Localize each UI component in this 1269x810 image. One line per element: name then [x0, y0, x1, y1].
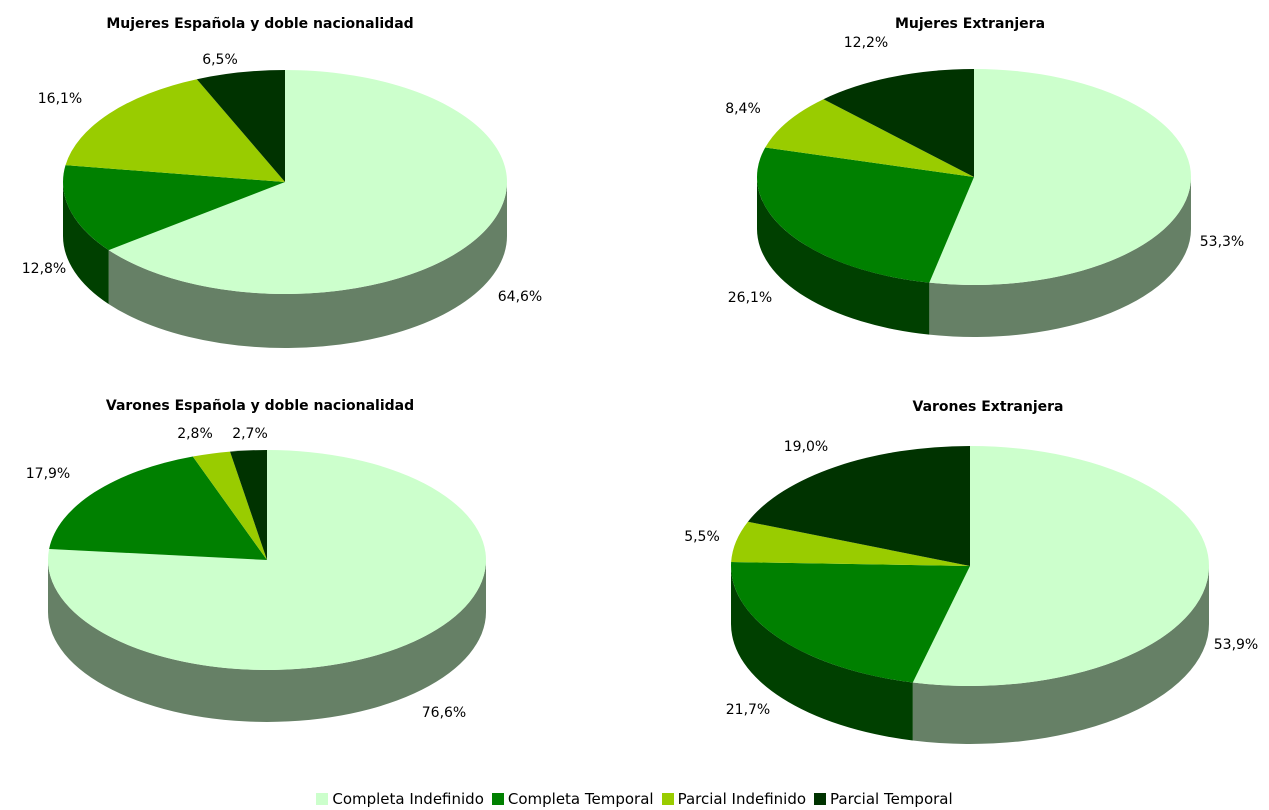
data-label-parcial-temporal: 19,0% — [784, 439, 828, 455]
data-label-parcial-temporal: 12,2% — [844, 35, 888, 51]
pie-slice-completa-temporal — [62, 165, 285, 251]
data-label-parcial-temporal: 2,7% — [232, 426, 268, 442]
legend-label-completa-indefinido: Completa Indefinido — [332, 790, 484, 808]
pie-chart-1: Mujeres Española y doble nacionalidad 64,… — [22, 16, 542, 349]
legend: Completa Indefinido Completa Temporal Pa… — [0, 790, 1269, 808]
pie-side-completa-indefinido — [929, 177, 1191, 337]
pie-slice-parcial-temporal — [230, 450, 267, 560]
data-label-completa-temporal: 26,1% — [728, 290, 772, 306]
pie-chart-2: Mujeres Extranjera 53,3% 26,1% 8,4% 12,2% — [725, 16, 1244, 337]
pie-side-completa-indefinido — [912, 566, 1209, 744]
data-label-completa-indefinido: 53,9% — [1214, 637, 1258, 653]
legend-item-parcial-indefinido: Parcial Indefinido — [661, 790, 807, 808]
pie-chart-1-sides — [63, 182, 507, 349]
pie-slice-completa-temporal — [49, 456, 267, 560]
pie-slice-completa-indefinido — [912, 446, 1209, 687]
pie-chart-1-title: Mujeres Española y doble nacionalidad — [106, 16, 413, 32]
data-label-parcial-indefinido: 5,5% — [684, 529, 720, 545]
pie-chart-4-sides — [731, 566, 1209, 744]
pie-slice-parcial-temporal — [196, 70, 285, 182]
pie-slice-parcial-temporal — [747, 446, 970, 566]
pie-slice-parcial-indefinido — [65, 79, 285, 182]
pie-slice-completa-temporal — [731, 562, 970, 683]
pie-side-completa-temporal — [757, 177, 930, 335]
data-label-parcial-indefinido: 8,4% — [725, 101, 761, 117]
legend-swatch-parcial-indefinido — [661, 793, 674, 805]
pie-slice-parcial-indefinido — [765, 99, 974, 177]
data-label-parcial-indefinido: 2,8% — [177, 426, 213, 442]
pie-slice-completa-indefinido — [108, 70, 507, 294]
pie-slice-completa-indefinido — [929, 69, 1191, 285]
pie-chart-3: Varones Española y doble nacionalidad 76,… — [26, 398, 487, 722]
legend-swatch-completa-indefinido — [316, 793, 329, 805]
pie-side-completa-temporal — [63, 182, 109, 305]
pie-slice-completa-temporal — [757, 147, 974, 283]
legend-label-parcial-temporal: Parcial Temporal — [830, 790, 953, 808]
data-label-completa-temporal: 12,8% — [22, 261, 66, 277]
pie-slice-completa-indefinido — [48, 450, 487, 670]
legend-item-completa-temporal: Completa Temporal — [491, 790, 654, 808]
data-label-parcial-indefinido: 16,1% — [38, 91, 82, 107]
pie-slice-parcial-temporal — [823, 69, 974, 177]
pie-side-completa-indefinido — [48, 560, 486, 722]
pie-chart-2-title: Mujeres Extranjera — [895, 16, 1045, 32]
pie-side-completa-indefinido — [108, 182, 507, 349]
pie-chart-2-sides — [757, 177, 1191, 337]
data-label-completa-indefinido: 76,6% — [422, 705, 466, 721]
pie-side-completa-temporal — [731, 566, 913, 741]
legend-label-completa-temporal: Completa Temporal — [507, 790, 654, 808]
legend-item-parcial-temporal: Parcial Temporal — [814, 790, 953, 808]
legend-label-parcial-indefinido: Parcial Indefinido — [677, 790, 807, 808]
pie-slice-parcial-indefinido — [731, 521, 970, 566]
legend-swatch-completa-temporal — [491, 793, 504, 805]
data-label-completa-temporal: 21,7% — [726, 702, 770, 718]
legend-swatch-parcial-temporal — [814, 793, 827, 805]
pie-chart-3-title: Varones Española y doble nacionalidad — [106, 398, 414, 414]
data-label-parcial-temporal: 6,5% — [202, 52, 238, 68]
pie-chart-4-title: Varones Extranjera — [913, 399, 1064, 415]
pie-chart-4: Varones Extranjera 53,9% 21,7% 5,5% 19,0% — [684, 399, 1258, 744]
pie-slice-parcial-indefinido — [192, 451, 267, 560]
pie-chart-3-sides — [48, 560, 486, 722]
data-label-completa-temporal: 17,9% — [26, 466, 70, 482]
data-label-completa-indefinido: 64,6% — [498, 289, 542, 305]
legend-item-completa-indefinido: Completa Indefinido — [316, 790, 484, 808]
data-label-completa-indefinido: 53,3% — [1200, 234, 1244, 250]
